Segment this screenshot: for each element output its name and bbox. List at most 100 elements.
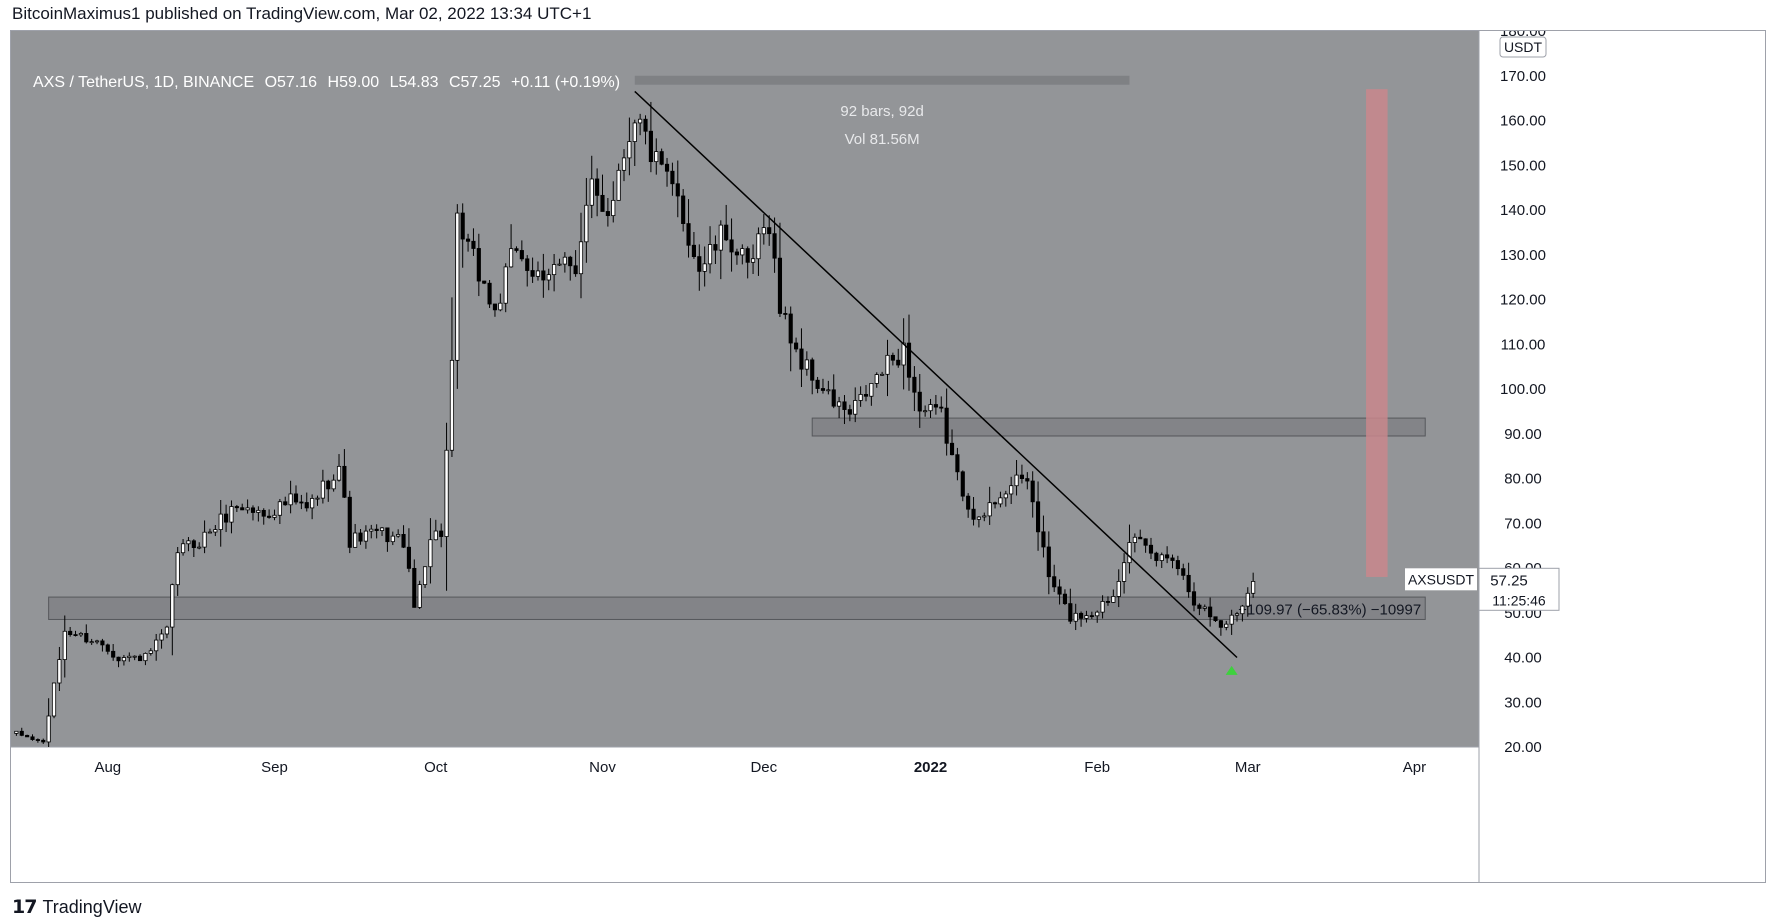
candle[interactable] [1191,582,1197,612]
candle[interactable] [1111,589,1116,603]
candle[interactable] [643,115,648,145]
candle[interactable] [1251,572,1256,598]
price-axis[interactable] [1479,31,1765,882]
candle[interactable] [917,373,922,428]
candle[interactable] [412,559,417,608]
candle[interactable] [460,203,465,268]
candle[interactable] [503,263,508,313]
candle[interactable] [267,509,272,519]
candle[interactable] [923,405,928,417]
candle[interactable] [1208,597,1213,627]
candle[interactable] [84,624,89,644]
candle[interactable] [820,378,826,394]
candle[interactable] [1245,587,1250,617]
range-measure-bar[interactable] [634,75,1130,85]
candle[interactable] [283,496,288,506]
candle[interactable] [1116,569,1121,608]
candle[interactable] [777,222,783,318]
candle[interactable] [869,383,874,406]
candle[interactable] [794,337,799,353]
candle[interactable] [1062,589,1068,606]
chart-frame[interactable]: −109.97 (−65.83%) −10997 92 bars, 92d Vol … [10,30,1766,883]
candle[interactable] [121,654,126,666]
candle[interactable] [734,248,740,265]
candle[interactable] [557,258,562,266]
candle[interactable] [896,348,901,368]
candle[interactable] [428,518,433,584]
candle[interactable] [68,626,73,637]
candle[interactable] [837,396,842,419]
candle[interactable] [750,244,756,274]
candle[interactable] [159,629,164,649]
candle[interactable] [1127,524,1132,574]
candle[interactable] [1218,620,1223,636]
candle[interactable] [1052,564,1057,593]
candle[interactable] [1089,611,1094,619]
candle[interactable] [632,119,637,167]
candle[interactable] [315,495,320,506]
candle[interactable] [933,394,938,415]
candle[interactable] [1084,610,1089,623]
candle[interactable] [804,351,809,376]
candle[interactable] [788,306,793,372]
candle[interactable] [1148,537,1154,560]
candle[interactable] [234,504,239,512]
candle[interactable] [584,177,589,263]
candle[interactable] [207,528,213,534]
descending-trendline[interactable] [634,90,1238,659]
candle[interactable] [1035,481,1041,551]
candle[interactable] [471,228,476,256]
candle[interactable] [982,512,987,522]
candle[interactable] [444,422,449,591]
candle[interactable] [353,523,358,548]
candle[interactable] [1175,555,1180,576]
candle[interactable] [25,734,30,738]
candle[interactable] [1181,563,1186,580]
candle[interactable] [1186,562,1191,598]
candle[interactable] [154,633,159,661]
candle[interactable] [369,524,374,539]
candle[interactable] [535,261,541,281]
candle[interactable] [213,525,218,537]
candle[interactable] [277,498,282,525]
candle[interactable] [78,631,83,637]
candle[interactable] [51,682,57,719]
candle[interactable] [293,485,299,505]
candle[interactable] [336,454,342,482]
candle[interactable] [1202,604,1207,612]
candle[interactable] [127,652,132,662]
candle[interactable] [519,240,524,262]
candle[interactable] [1240,604,1245,622]
candle[interactable] [664,157,670,187]
candle[interactable] [1100,595,1105,619]
candle[interactable] [19,727,24,737]
candle[interactable] [137,654,143,662]
candle[interactable] [347,490,352,554]
candle[interactable] [589,155,594,219]
candle[interactable] [863,385,869,402]
candle[interactable] [901,318,906,390]
candle[interactable] [1046,531,1051,595]
candle[interactable] [724,204,729,242]
candle[interactable] [530,257,535,283]
time-axis[interactable] [11,747,1479,882]
candle[interactable] [385,527,390,552]
candle[interactable] [815,376,820,394]
candle[interactable] [729,218,734,272]
candle[interactable] [492,303,498,317]
candle[interactable] [1138,529,1143,540]
candle[interactable] [600,174,605,212]
candle[interactable] [1068,588,1073,624]
candle[interactable] [767,215,772,246]
candle[interactable] [406,528,411,573]
candle[interactable] [111,644,116,661]
red-target-box[interactable] [1366,89,1388,577]
candle[interactable] [191,539,196,557]
candle[interactable] [422,566,428,588]
candle[interactable] [718,220,723,280]
candle[interactable] [170,583,175,656]
candle[interactable] [1025,472,1030,490]
candle[interactable] [1003,490,1008,507]
candle[interactable] [670,162,675,196]
candle[interactable] [611,181,616,223]
